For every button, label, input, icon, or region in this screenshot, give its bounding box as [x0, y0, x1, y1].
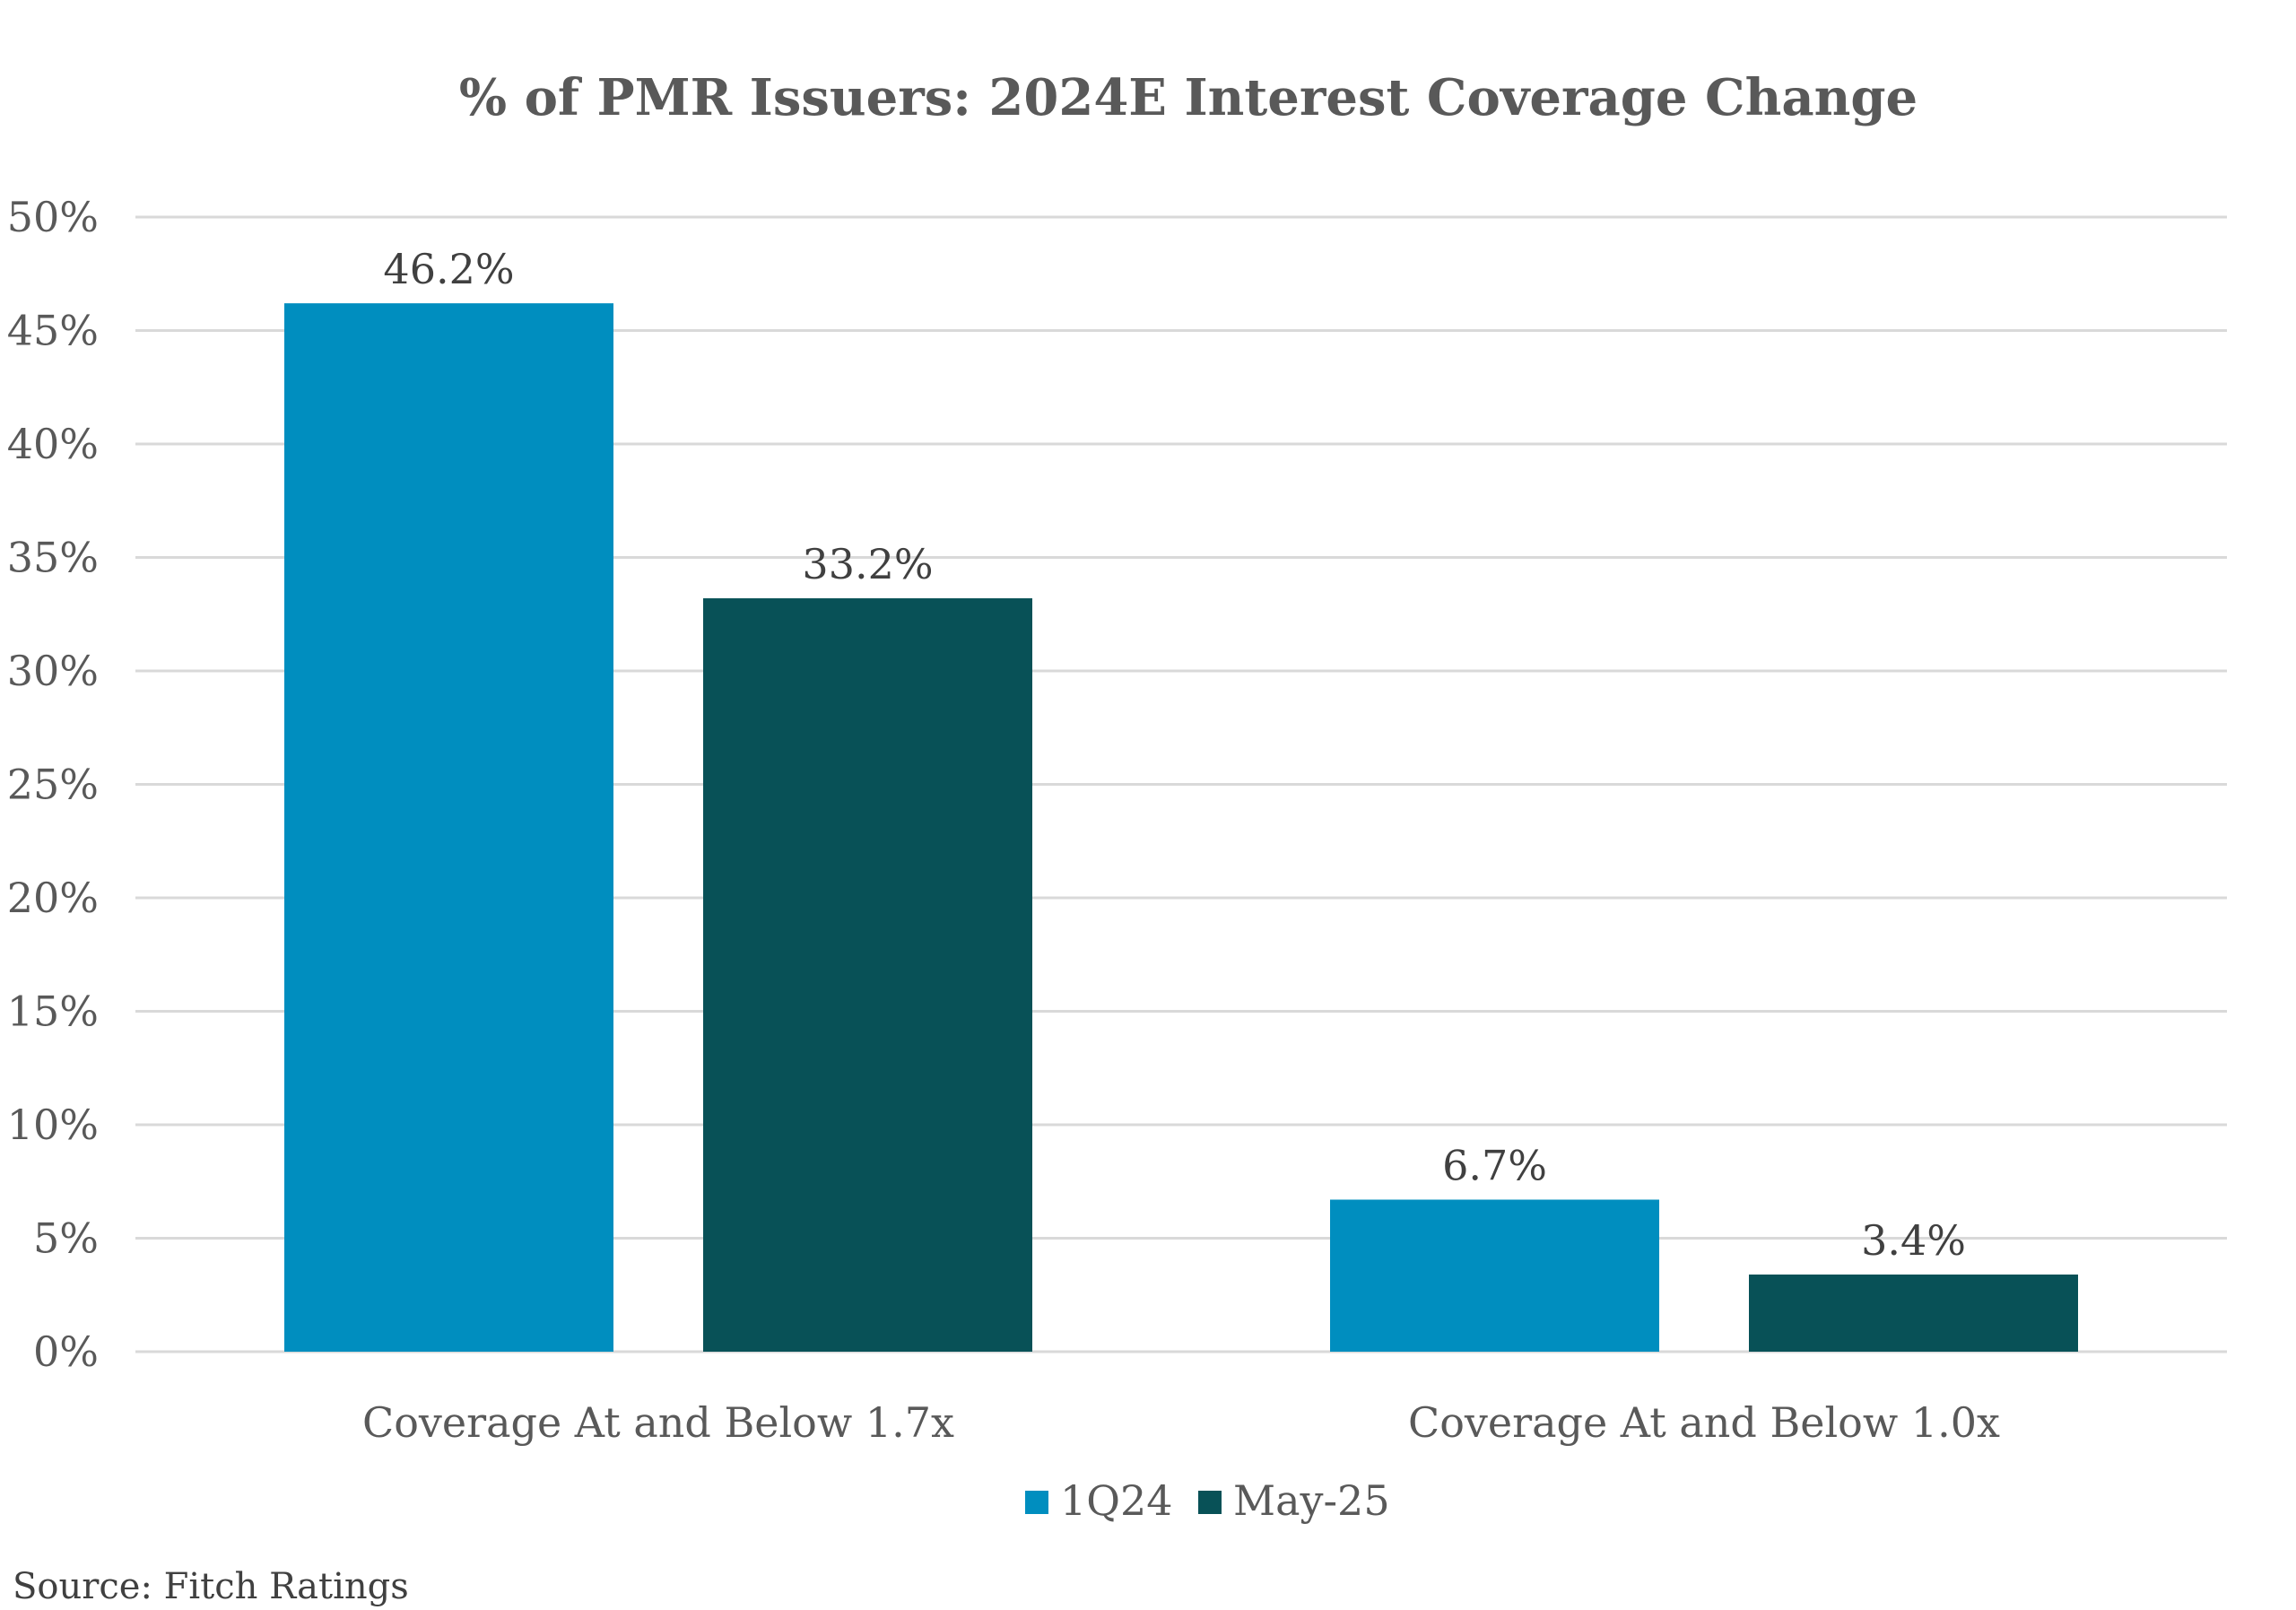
data-label: 6.7% — [1442, 1141, 1547, 1189]
bar-may-25-1 — [703, 598, 1032, 1352]
source-note: Source: Fitch Ratings — [13, 1566, 409, 1607]
bar-1q24-2 — [1330, 1199, 1659, 1352]
x-category-label: Coverage At and Below 1.7x — [362, 1398, 954, 1447]
y-tick-label: 35% — [7, 534, 99, 582]
y-tick-label: 25% — [7, 761, 99, 809]
y-tick-label: 0% — [33, 1327, 99, 1376]
legend-swatch-1q24 — [1025, 1491, 1048, 1514]
data-label: 33.2% — [802, 540, 933, 588]
x-category-label: Coverage At and Below 1.0x — [1408, 1398, 2000, 1447]
data-label: 46.2% — [383, 245, 514, 293]
x-axis-categories: Coverage At and Below 1.7x Coverage At an… — [362, 1398, 2000, 1447]
legend-label-may-25: May-25 — [1233, 1476, 1390, 1525]
data-label: 3.4% — [1861, 1216, 1966, 1265]
y-tick-label: 50% — [7, 193, 99, 241]
chart-title: % of PMR Issuers: 2024E Interest Coverag… — [459, 68, 1918, 127]
legend-label-1q24: 1Q24 — [1060, 1476, 1173, 1525]
y-tick-label: 20% — [7, 874, 99, 922]
y-tick-label: 40% — [7, 420, 99, 468]
y-tick-label: 30% — [7, 647, 99, 695]
y-axis-ticks: 0% 5% 10% 15% 20% 25% 30% 35% 40% 45% 50% — [7, 193, 99, 1376]
bar-1q24-1 — [284, 303, 613, 1352]
legend-swatch-may-25 — [1198, 1491, 1222, 1514]
y-tick-label: 45% — [7, 307, 99, 355]
data-labels: 46.2% 33.2% 6.7% 3.4% — [383, 245, 1966, 1265]
y-tick-label: 5% — [33, 1214, 99, 1263]
bars — [284, 303, 2078, 1352]
bar-may-25-2 — [1749, 1274, 2078, 1352]
y-tick-label: 15% — [7, 988, 99, 1036]
y-tick-label: 10% — [7, 1101, 99, 1149]
legend: 1Q24 May-25 — [1025, 1476, 1390, 1525]
